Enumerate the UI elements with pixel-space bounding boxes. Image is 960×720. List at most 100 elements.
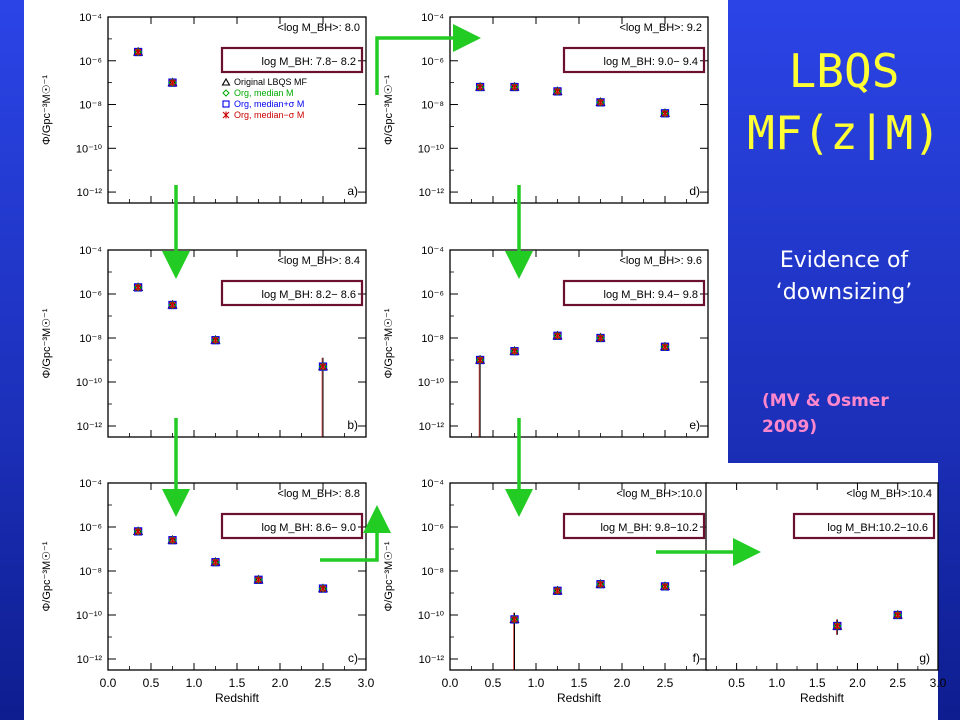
- marker-asterisk-4-4: [661, 343, 669, 351]
- arrow-a-up-to-d: [375, 24, 481, 95]
- panel-label-6: g): [919, 651, 930, 665]
- mass-range-box-6: [792, 512, 936, 540]
- y-tick-label-3-4: 10⁻⁴: [421, 12, 444, 24]
- legend-triangle-icon: [221, 77, 231, 86]
- panel-label-3: d): [689, 184, 700, 198]
- panel-label-0: a): [347, 184, 358, 198]
- x-tick-label-5-0: 0.0: [442, 676, 459, 690]
- y-tick-label-5-3: 10⁻⁶: [421, 522, 444, 534]
- y-tick-label-1-3: 10⁻⁶: [79, 289, 102, 301]
- y-tick-label-0-4: 10⁻⁴: [79, 12, 102, 24]
- y-tick-label-5-2: 10⁻⁸: [421, 566, 444, 578]
- subtitle-line-2: ‘downsizing’: [775, 280, 913, 305]
- x-tick-label-2-5: 2.5: [315, 676, 332, 690]
- mean-mass-label-1: <log M_BH>: 8.4: [277, 255, 360, 267]
- y-tick-label-5-4: 10⁻⁴: [421, 478, 444, 490]
- y-tick-label-3-2: 10⁻⁸: [421, 100, 444, 112]
- marker-asterisk-5-2: [597, 580, 604, 588]
- marker-asterisk-3-2: [554, 87, 561, 95]
- chart-panel-d: 10⁻¹² 10⁻¹⁰ 10⁻⁸ 10⁻⁶ 10⁻⁴ Φ/Gpc⁻³M☉⁻¹ <log M_…: [383, 12, 709, 204]
- marker-asterisk-3-1: [511, 83, 518, 91]
- x-tick-label-5-3: 1.5: [571, 676, 588, 690]
- legend-diamond-icon: [222, 89, 230, 97]
- mass-range-box-4: [562, 279, 706, 307]
- x-tick-label-2-1: 0.5: [143, 676, 160, 690]
- marker-asterisk-2-3: [255, 576, 262, 584]
- panel-label-5: f): [693, 651, 700, 665]
- y-tick-label-5-1: 10⁻¹⁰: [418, 610, 445, 622]
- x-tick-label-6-4: 2.0: [849, 676, 866, 690]
- marker-asterisk-4-0: [476, 356, 484, 364]
- y-axis-label-3: Φ/Gpc⁻³M☉⁻¹: [383, 75, 395, 145]
- mass-range-label-5: log M_BH: 9.8−10.2: [600, 522, 698, 534]
- x-tick-label-2-0: 0.0: [100, 676, 117, 690]
- x-tick-label-2-6: 3.0: [358, 676, 375, 690]
- y-tick-label-4-3: 10⁻⁶: [421, 289, 444, 301]
- x-tick-label-5-2: 1.0: [528, 676, 545, 690]
- plot-frame-1: [107, 249, 367, 438]
- legend-square-icon: [222, 100, 230, 108]
- y-tick-label-0-3: 10⁻⁶: [79, 56, 102, 68]
- mass-range-box-3: [562, 46, 706, 74]
- marker-asterisk-2-1: [169, 536, 176, 544]
- arrow-c-to-d: [320, 505, 391, 562]
- plot-frame-3: [449, 16, 709, 204]
- x-tick-label-5-4: 2.0: [614, 676, 631, 690]
- mean-mass-label-0: <log M_BH>: 8.0: [277, 22, 360, 34]
- mass-range-box-0: [220, 46, 364, 74]
- legend-label-3: Org, median−σ M: [234, 110, 304, 120]
- marker-asterisk-1-3: [319, 363, 327, 371]
- x-tick-label-6-2: 1.0: [769, 676, 786, 690]
- marker-asterisk-5-0: [511, 615, 518, 623]
- marker-asterisk-2-2: [212, 558, 219, 566]
- mean-mass-label-6: <log M_BH>:10.4: [846, 488, 932, 500]
- mass-range-label-3: log M_BH: 9.0− 9.4: [604, 56, 698, 68]
- marker-asterisk-2-0: [134, 527, 142, 535]
- marker-asterisk-2-4: [319, 585, 327, 593]
- y-tick-label-4-1: 10⁻¹⁰: [418, 377, 445, 389]
- x-tick-label-5-1: 0.5: [485, 676, 502, 690]
- citation-line-2: 2009): [762, 417, 818, 437]
- marker-asterisk-4-3: [597, 334, 604, 342]
- legend-label-1: Org, median M: [234, 88, 294, 98]
- x-axis-label-6: Redshift: [800, 691, 845, 705]
- y-tick-label-5-0: 10⁻¹²: [419, 654, 445, 666]
- y-tick-label-4-4: 10⁻⁴: [421, 245, 444, 257]
- y-tick-label-2-2: 10⁻⁸: [79, 566, 102, 578]
- mass-range-box-2: [220, 512, 364, 540]
- plot-frame-4: [449, 249, 709, 438]
- y-tick-label-1-2: 10⁻⁸: [79, 333, 102, 345]
- y-tick-label-0-0: 10⁻¹²: [77, 187, 103, 199]
- y-tick-label-2-4: 10⁻⁴: [79, 478, 102, 490]
- chart-panel-c: 10⁻¹² 10⁻¹⁰ 10⁻⁸ 10⁻⁶ 10⁻⁴ Φ/Gpc⁻³M☉⁻¹ 0.0 0.5 1…: [41, 478, 375, 705]
- marker-asterisk-3-0: [476, 83, 484, 91]
- mean-mass-label-3: <log M_BH>: 9.2: [619, 22, 702, 34]
- y-tick-label-2-1: 10⁻¹⁰: [76, 610, 103, 622]
- y-tick-label-1-1: 10⁻¹⁰: [76, 377, 103, 389]
- mass-range-box-5: [562, 512, 706, 540]
- y-tick-label-1-4: 10⁻⁴: [79, 245, 102, 257]
- marker-asterisk-4-1: [511, 347, 518, 355]
- legend-label-0: Original LBQS MF: [234, 77, 308, 87]
- x-axis-label-2: Redshift: [215, 691, 260, 705]
- slide-subtitle: Evidence of ‘downsizing’: [728, 245, 960, 309]
- legend-asterisk-icon: [222, 111, 230, 119]
- y-axis-label-1: Φ/Gpc⁻³M☉⁻¹: [41, 308, 53, 378]
- marker-asterisk-6-1: [894, 611, 902, 619]
- chart-panel-b: 10⁻¹² 10⁻¹⁰ 10⁻⁸ 10⁻⁶ 10⁻⁴ Φ/Gpc⁻³M☉⁻¹ <log M_…: [41, 245, 367, 438]
- y-tick-label-4-2: 10⁻⁸: [421, 333, 444, 345]
- plot-frame-2: [107, 482, 367, 671]
- plot-frame-5: [449, 482, 709, 671]
- marker-asterisk-0-1: [169, 79, 176, 87]
- marker-asterisk-4-2: [554, 332, 561, 340]
- x-tick-label-2-2: 1.0: [186, 676, 203, 690]
- chart-panel-e: 10⁻¹² 10⁻¹⁰ 10⁻⁸ 10⁻⁶ 10⁻⁴ Φ/Gpc⁻³M☉⁻¹ <log M_…: [383, 245, 709, 438]
- y-axis-label-4: Φ/Gpc⁻³M☉⁻¹: [383, 308, 395, 378]
- title-line-1: LBQS: [788, 44, 900, 98]
- y-tick-label-2-0: 10⁻¹²: [77, 654, 103, 666]
- x-tick-label-2-4: 2.0: [272, 676, 289, 690]
- mass-range-box-1: [220, 279, 364, 307]
